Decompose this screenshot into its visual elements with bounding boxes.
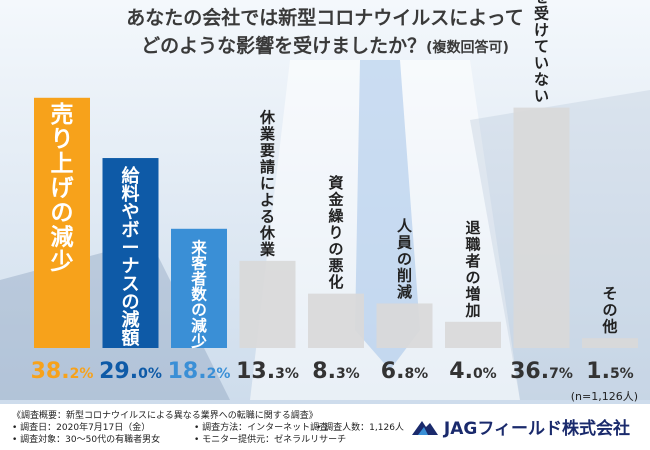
value-label-1: 38.2% (31, 359, 94, 384)
bar-1 (34, 97, 90, 348)
category-label-2-char: ナ (122, 256, 140, 277)
brand-mark-icon (411, 421, 438, 435)
notes-target: • 調査対象：30～50代の有職者男女 (12, 435, 161, 445)
value-label-9: 1.5% (586, 359, 633, 384)
category-label-1-char: 売 (51, 102, 74, 128)
category-label-2-char: の (122, 292, 140, 313)
category-label-1-char: 上 (51, 151, 74, 177)
category-label-9-char: の (602, 301, 617, 319)
category-label-3-char: 少 (190, 332, 207, 350)
category-label-1-char: 少 (50, 249, 74, 275)
category-label-8-char: け (534, 21, 549, 39)
bar-9 (582, 338, 638, 348)
category-label-4-char: 要 (260, 141, 275, 159)
category-label-3-char: 数 (191, 285, 207, 304)
category-label-8-char: 受 (534, 5, 549, 23)
value-label-3: 18.2% (168, 359, 231, 384)
bar-5 (308, 293, 364, 348)
category-label-1-char: 減 (51, 224, 74, 250)
category-label-2-char: 額 (121, 327, 140, 349)
bar-6 (376, 303, 433, 348)
category-label-9-char: 他 (601, 318, 617, 336)
footer (0, 404, 650, 450)
bar-3 (171, 228, 227, 348)
category-label-7-char: 者 (465, 252, 480, 270)
category-label-7-char: 職 (465, 235, 480, 253)
title-note: (複数回答可) (426, 40, 509, 56)
category-label-5-char: 悪 (328, 257, 343, 275)
category-label-8-char: い (534, 54, 549, 72)
category-label-3-char: 来 (190, 238, 207, 257)
category-label-4-char: 請 (260, 158, 275, 176)
value-label-2: 29.0% (99, 359, 162, 384)
category-label-1-char: げ (51, 175, 75, 201)
title-line-2: どのような影響を受けましたか？(複数回答可) (0, 32, 650, 62)
category-label-3-char: 客 (191, 253, 207, 272)
category-label-4-char: よ (260, 191, 275, 209)
value-label-7: 4.0% (449, 359, 496, 384)
category-label-7-char: の (465, 268, 480, 286)
category-label-9-char: そ (602, 285, 617, 303)
category-label-4-char: る (260, 207, 275, 225)
notes-provider: • モニター提供元：ゼネラルリサーチ (194, 435, 347, 445)
category-label-5-char: 化 (328, 273, 343, 291)
category-label-4-char: 休 (259, 108, 276, 126)
category-label-2-char: 減 (122, 309, 140, 331)
value-label-8: 36.7% (510, 359, 573, 384)
category-label-2-char: 料 (122, 183, 140, 205)
title-line-1: あなたの会社では新型コロナウイルスによって (126, 7, 524, 29)
category-label-7-char: 退 (465, 219, 480, 237)
value-label-4: 13.3% (236, 359, 299, 384)
category-label-2-char: や (122, 202, 140, 223)
category-label-7-char: 加 (464, 301, 480, 319)
brand-name: JAGフィールド株式会社 (443, 419, 630, 439)
bar-8 (513, 107, 570, 349)
category-label-1-char: の (51, 200, 74, 226)
category-label-5-char: 繰 (328, 207, 344, 225)
category-label-5-char: の (328, 240, 343, 258)
value-label-5: 8.3% (312, 359, 359, 384)
category-label-6-char: 削 (397, 266, 412, 284)
category-label-1-char: り (51, 126, 74, 152)
chart-title: あなたの会社では新型コロナウイルスによって どのような影響を受けましたか？(複数… (0, 4, 650, 62)
category-label-7-char: 増 (465, 285, 480, 303)
value-label-6: 6.8% (381, 359, 428, 384)
category-label-2-char: ボ (122, 220, 140, 241)
sample-size: (n=1,126人) (570, 390, 638, 403)
category-label-5-char: 資 (328, 174, 343, 192)
title-line-2-main: どのような影響を受けましたか？ (141, 35, 427, 57)
category-label-5-char: り (328, 224, 343, 242)
category-label-6-char: 人 (397, 217, 413, 235)
category-label-3-char: 者 (190, 269, 207, 288)
category-label-8-char: を (534, 0, 549, 6)
category-label-2-char: ス (122, 274, 140, 295)
notes-method: • 調査方法：インターネット調査 (194, 423, 329, 433)
category-label-4-char: に (260, 174, 275, 192)
category-label-2-char: 給 (122, 165, 141, 187)
category-label-8-char: い (534, 87, 549, 105)
category-label-3-char: 減 (191, 316, 207, 335)
category-label-3-char: の (191, 301, 207, 319)
category-label-4-char: 業 (259, 125, 276, 143)
category-label-8-char: な (534, 71, 549, 89)
category-label-4-char: 業 (259, 240, 276, 258)
category-label-4-char: 休 (259, 224, 276, 242)
category-label-2-char: ー (122, 238, 140, 259)
notes-heading: 《調査概要：新型コロナウイルスによる異なる業界への転職に関する調査》 (12, 411, 318, 421)
notes-count: • 調査人数：1,126人 (316, 423, 404, 433)
brand-logo: JAGフィールド株式会社 (410, 414, 630, 439)
category-label-8-char: て (534, 38, 549, 56)
bar-4 (239, 260, 296, 348)
category-label-6-char: の (397, 250, 412, 268)
bar-7 (445, 321, 501, 348)
category-label-5-char: 金 (327, 191, 344, 209)
bar-2 (102, 158, 159, 348)
category-label-6-char: 員 (396, 233, 412, 251)
category-label-6-char: 減 (397, 283, 412, 301)
notes-date: • 調査日：2020年7月17日（金） (12, 423, 151, 433)
